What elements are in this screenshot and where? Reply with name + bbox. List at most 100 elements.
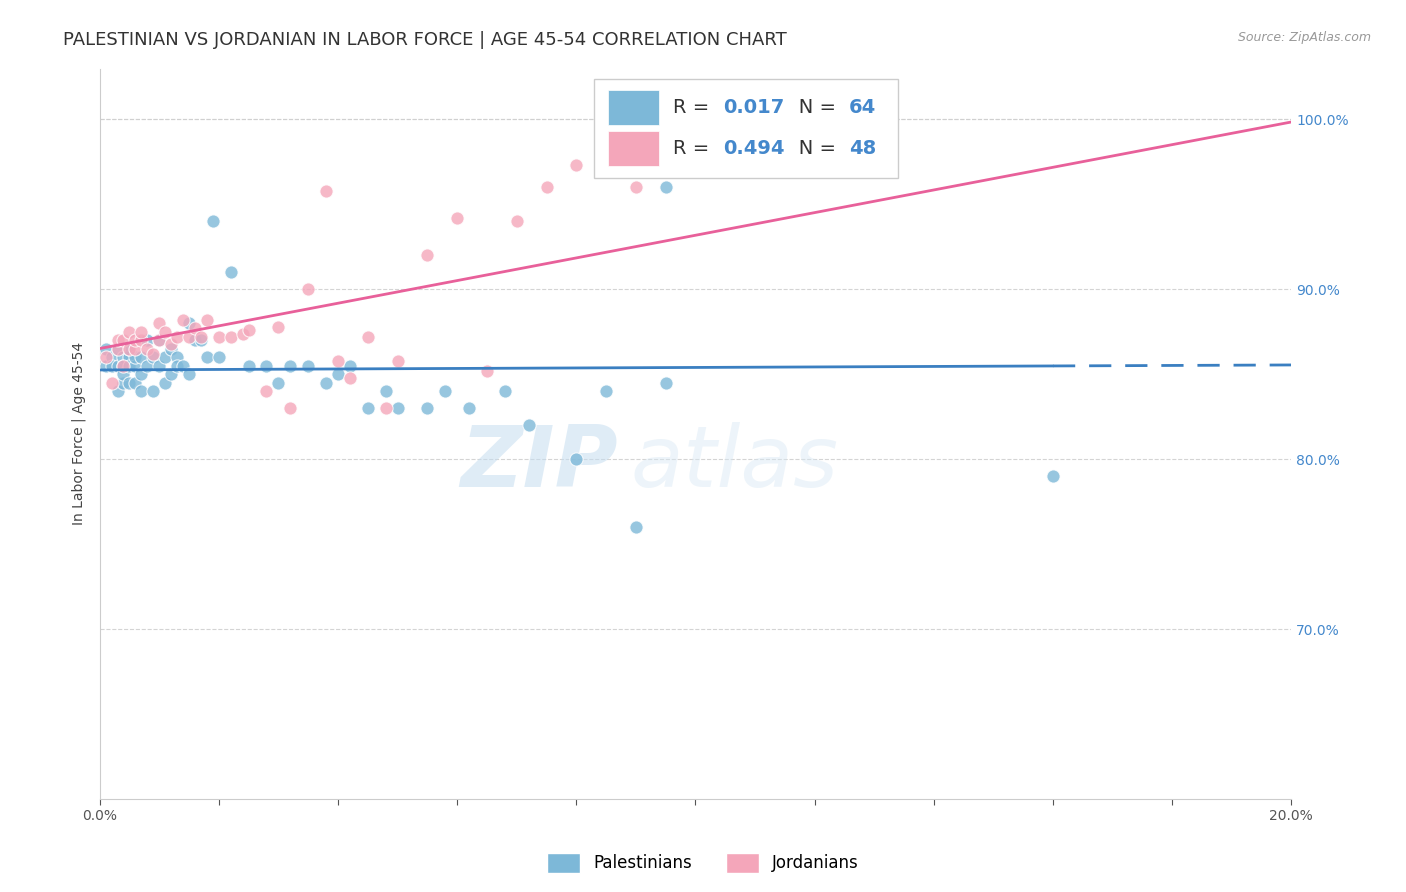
Point [201,214,224,228]
Point [267,376,290,390]
Point [195,351,218,365]
Point [118,342,141,356]
Point [232,326,254,341]
Text: N =: N = [780,98,842,117]
Point [94,342,117,356]
Point [118,325,141,339]
Point [387,353,409,368]
Point [160,368,183,382]
Point [256,359,278,373]
Point [357,330,380,344]
Point [148,317,170,331]
Point [494,384,516,399]
Point [506,214,529,228]
Point [148,359,170,373]
Point [124,334,146,348]
Point [238,359,260,373]
Text: R =: R = [673,139,716,159]
Point [107,342,129,356]
Point [654,376,676,390]
Point [863,103,886,118]
Point [142,347,165,361]
Point [297,282,319,296]
Point [172,359,194,373]
Point [458,401,481,416]
Point [536,180,558,194]
Point [339,370,361,384]
Point [177,368,200,382]
Point [153,325,176,339]
Point [374,401,396,416]
Point [94,351,117,365]
Point [148,334,170,348]
Point [112,368,135,382]
Point [160,336,183,351]
Point [278,401,301,416]
Point [118,359,141,373]
Point [131,384,153,399]
Point [357,401,380,416]
Point [124,351,146,365]
Point [107,384,129,399]
Point [195,313,218,327]
Point [387,401,409,416]
Point [517,418,540,433]
Point [267,319,290,334]
Point [172,313,194,327]
Point [107,359,129,373]
Point [238,323,260,337]
Point [166,359,188,373]
Point [160,342,183,356]
Text: atlas: atlas [630,422,838,505]
Text: 48: 48 [849,139,876,159]
Point [166,330,188,344]
Point [297,359,319,373]
Y-axis label: In Labor Force | Age 45-54: In Labor Force | Age 45-54 [72,343,86,525]
Point [118,351,141,365]
Point [153,351,176,365]
Point [131,351,153,365]
Point [475,364,498,378]
Point [131,325,153,339]
Point [416,401,439,416]
Point [595,384,617,399]
Point [131,334,153,348]
Point [148,334,170,348]
Point [124,342,146,356]
Point [100,376,122,390]
Text: Source: ZipAtlas.com: Source: ZipAtlas.com [1237,31,1371,45]
Point [326,353,349,368]
Point [190,334,212,348]
Point [278,359,301,373]
Point [565,452,588,467]
Point [112,359,135,373]
Text: 0.494: 0.494 [723,139,785,159]
Point [124,359,146,373]
Point [124,376,146,390]
Point [107,334,129,348]
Point [256,384,278,399]
Point [416,248,439,262]
Point [136,342,159,356]
Point [315,184,337,198]
Point [624,520,647,534]
Point [112,351,135,365]
Point [208,330,231,344]
Legend: Palestinians, Jordanians: Palestinians, Jordanians [540,847,866,880]
Point [107,342,129,356]
Point [112,334,135,348]
Point [190,330,212,344]
Point [166,351,188,365]
Point [142,351,165,365]
Text: N =: N = [780,139,842,159]
Point [685,150,707,164]
Point [219,265,242,279]
FancyBboxPatch shape [609,90,658,125]
Point [153,376,176,390]
Point [177,330,200,344]
Point [315,376,337,390]
Point [136,359,159,373]
Point [446,211,468,225]
Text: ZIP: ZIP [460,422,619,505]
Text: R =: R = [673,98,716,117]
